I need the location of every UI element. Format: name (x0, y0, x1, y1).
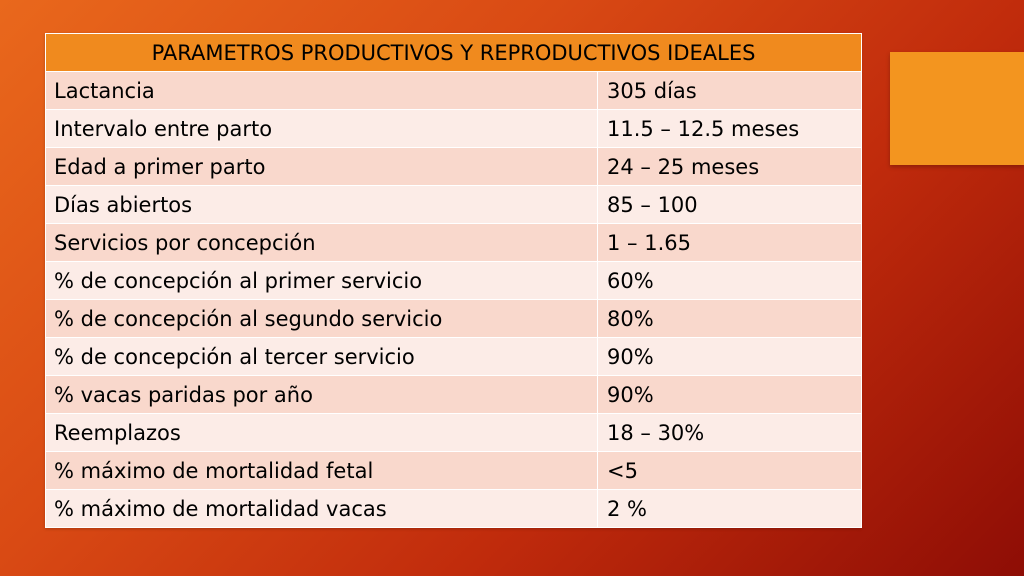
parameter-cell: Intervalo entre parto (45, 109, 598, 148)
value-cell: 11.5 – 12.5 meses (597, 109, 862, 148)
table-header: PARAMETROS PRODUCTIVOS Y REPRODUCTIVOS I… (45, 33, 862, 72)
value-cell: 60% (597, 261, 862, 300)
parameters-table-container: PARAMETROS PRODUCTIVOS Y REPRODUCTIVOS I… (45, 33, 862, 528)
table-row: % vacas paridas por año 90% (45, 375, 862, 414)
table-header-row: PARAMETROS PRODUCTIVOS Y REPRODUCTIVOS I… (45, 33, 862, 72)
parameter-cell: % de concepción al tercer servicio (45, 337, 598, 376)
value-cell: 90% (597, 337, 862, 376)
parameter-cell: % vacas paridas por año (45, 375, 598, 414)
value-cell: 2 % (597, 489, 862, 528)
parameter-cell: % máximo de mortalidad vacas (45, 489, 598, 528)
table-row: Lactancia 305 días (45, 71, 862, 110)
value-cell: 18 – 30% (597, 413, 862, 452)
value-cell: 90% (597, 375, 862, 414)
parameters-table: PARAMETROS PRODUCTIVOS Y REPRODUCTIVOS I… (45, 33, 862, 528)
parameter-cell: Servicios por concepción (45, 223, 598, 262)
table-row: % de concepción al primer servicio 60% (45, 261, 862, 300)
table-row: Intervalo entre parto 11.5 – 12.5 meses (45, 109, 862, 148)
table-row: % máximo de mortalidad vacas 2 % (45, 489, 862, 528)
parameter-cell: % de concepción al segundo servicio (45, 299, 598, 338)
table-row: % de concepción al tercer servicio 90% (45, 337, 862, 376)
table-row: Días abiertos 85 – 100 (45, 185, 862, 224)
value-cell: 24 – 25 meses (597, 147, 862, 186)
table-row: Reemplazos 18 – 30% (45, 413, 862, 452)
parameter-cell: Días abiertos (45, 185, 598, 224)
value-cell: <5 (597, 451, 862, 490)
value-cell: 305 días (597, 71, 862, 110)
parameter-cell: Reemplazos (45, 413, 598, 452)
parameter-cell: % máximo de mortalidad fetal (45, 451, 598, 490)
parameter-cell: Lactancia (45, 71, 598, 110)
table-row: Edad a primer parto 24 – 25 meses (45, 147, 862, 186)
parameter-cell: % de concepción al primer servicio (45, 261, 598, 300)
table-row: Servicios por concepción 1 – 1.65 (45, 223, 862, 262)
table-row: % máximo de mortalidad fetal <5 (45, 451, 862, 490)
table-row: % de concepción al segundo servicio 80% (45, 299, 862, 338)
decorative-accent-square (890, 52, 1024, 165)
parameter-cell: Edad a primer parto (45, 147, 598, 186)
value-cell: 85 – 100 (597, 185, 862, 224)
value-cell: 80% (597, 299, 862, 338)
value-cell: 1 – 1.65 (597, 223, 862, 262)
